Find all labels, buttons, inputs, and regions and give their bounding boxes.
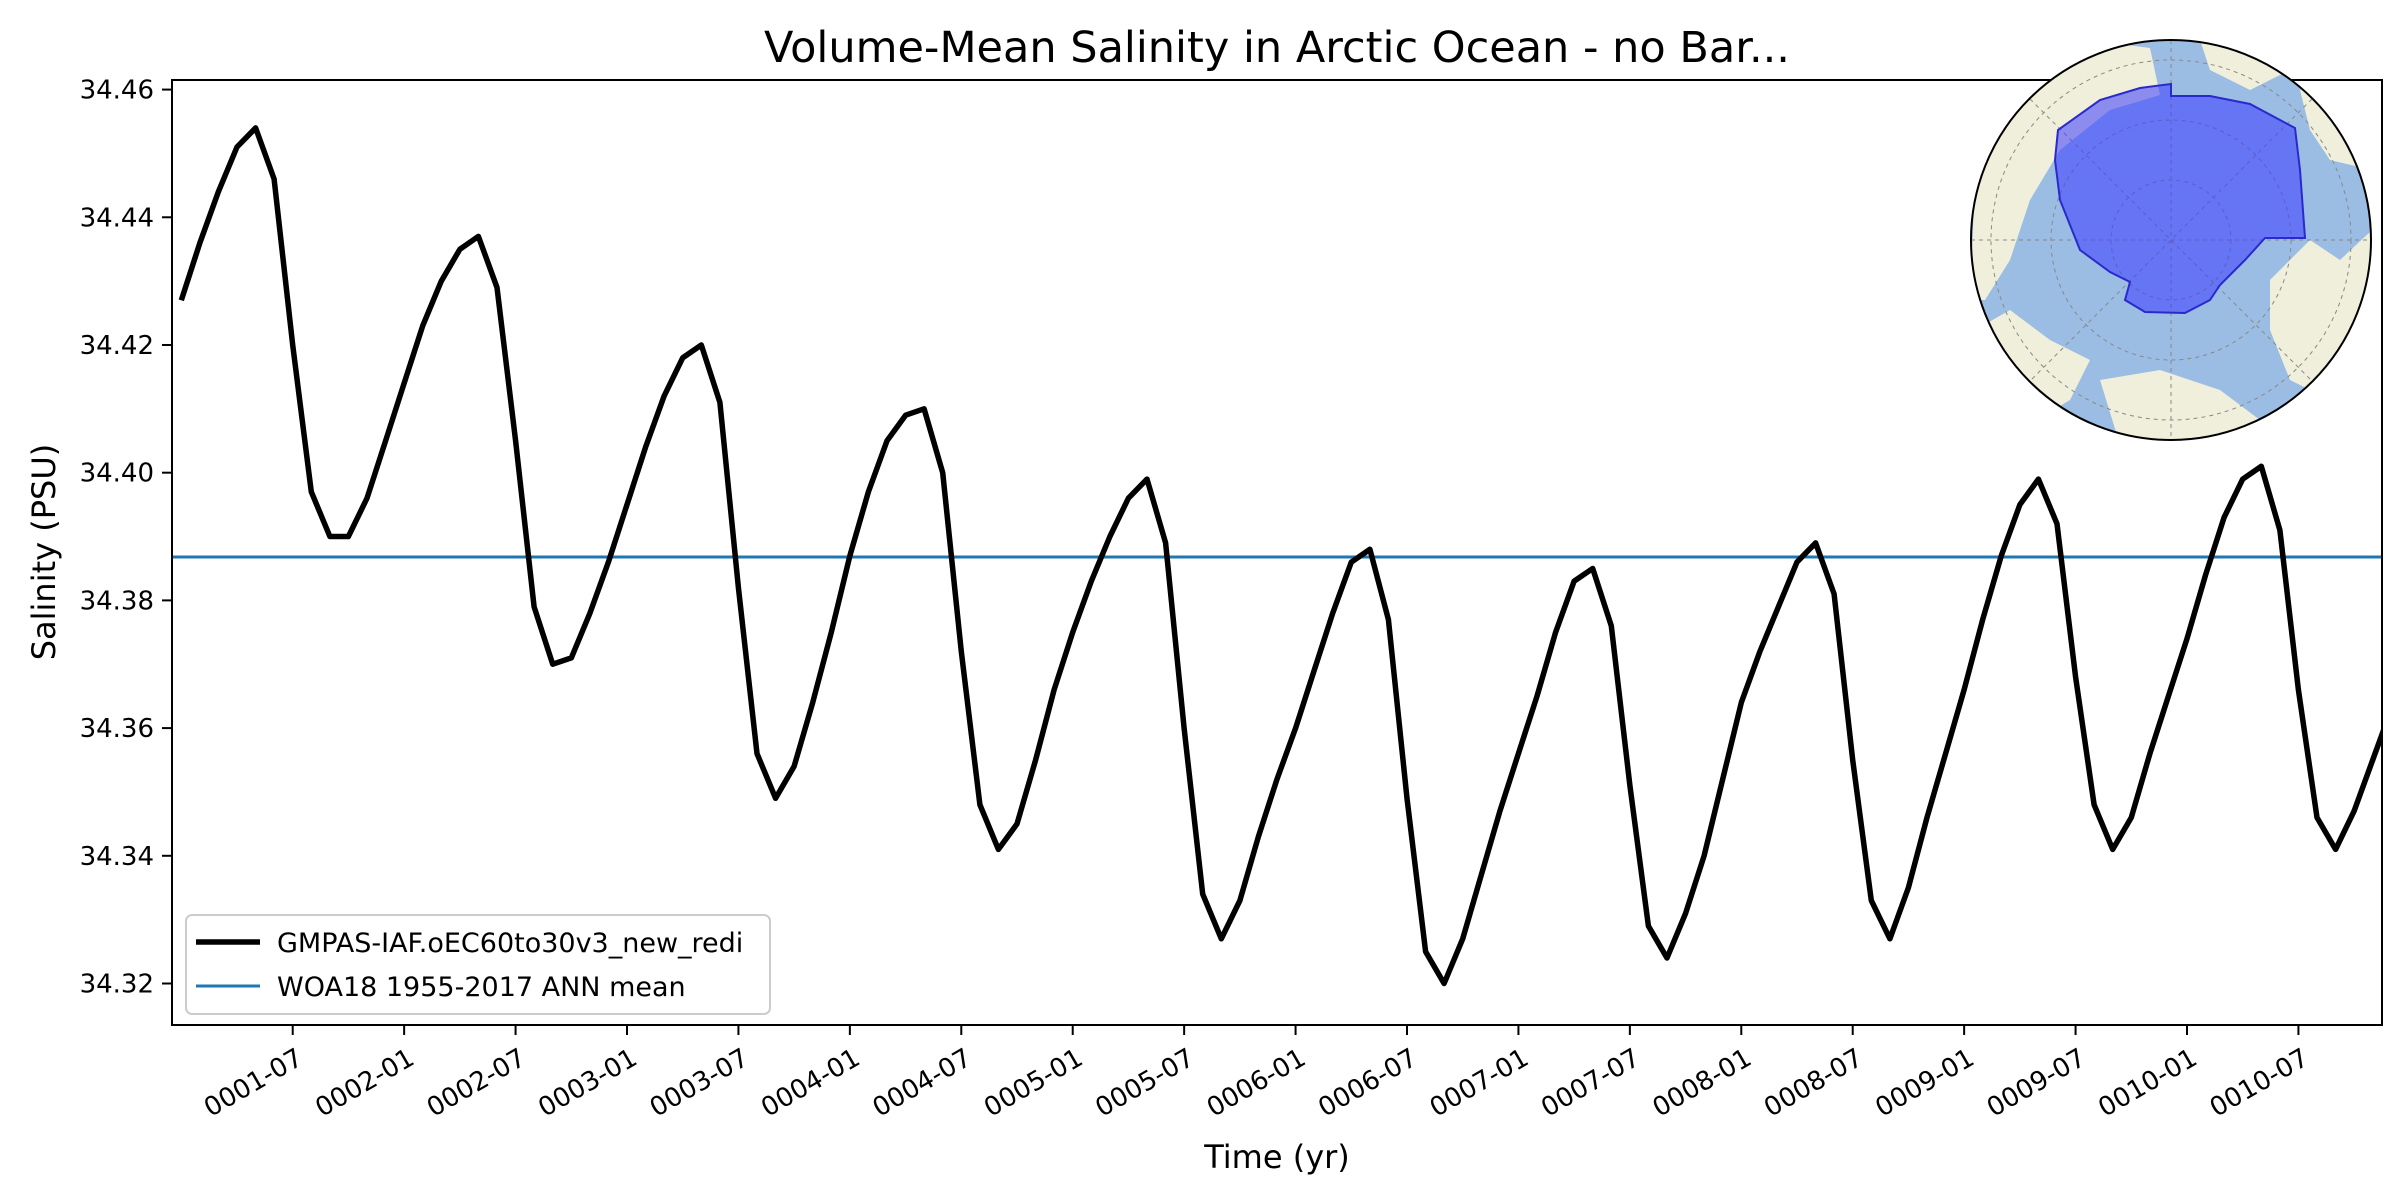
plot-frame [171, 79, 2383, 1026]
arctic-region-map [1970, 39, 2372, 441]
x-axis-label: Time (yr) [1203, 1138, 1350, 1176]
x-tick-label: 0010-01 [2093, 1043, 2202, 1123]
x-tick-label: 0006-01 [1202, 1043, 1311, 1123]
x-tick-label: 0003-07 [645, 1043, 754, 1123]
y-tick-label: 34.42 [80, 331, 154, 361]
y-tick-label: 34.44 [80, 203, 154, 233]
x-tick-label: 0006-07 [1313, 1043, 1422, 1123]
x-tick-label: 0008-01 [1648, 1043, 1757, 1123]
x-tick-label: 0001-07 [199, 1043, 308, 1123]
y-tick-label: 34.46 [80, 76, 154, 106]
x-tick-label: 0005-01 [979, 1043, 1088, 1123]
x-tick-label: 0010-07 [2205, 1043, 2314, 1123]
y-tick-label: 34.32 [80, 969, 154, 999]
legend-woa-label: WOA18 1955-2017 ANN mean [277, 972, 686, 1003]
x-tick-label: 0005-07 [1091, 1043, 1200, 1123]
x-tick-label: 0002-01 [311, 1043, 420, 1123]
x-tick-label: 0004-07 [868, 1043, 977, 1123]
x-tick-label: 0007-01 [1425, 1043, 1534, 1123]
y-axis-label: Salinity (PSU) [25, 444, 63, 661]
x-tick-label: 0004-01 [756, 1043, 865, 1123]
y-tick-label: 34.36 [80, 714, 154, 744]
x-tick-label: 0008-07 [1759, 1043, 1868, 1123]
y-tick-label: 34.40 [80, 459, 154, 489]
x-tick-label: 0002-07 [422, 1043, 531, 1123]
x-tick-label: 0007-07 [1536, 1043, 1645, 1123]
legend: GMPAS-IAF.oEC60to30v3_new_redi WOA18 195… [185, 914, 771, 1015]
x-tick-label: 0009-01 [1871, 1043, 1980, 1123]
legend-model-label: GMPAS-IAF.oEC60to30v3_new_redi [277, 928, 743, 959]
chart-title: Volume-Mean Salinity in Arctic Ocean - n… [764, 23, 1790, 73]
x-tick-label: 0003-01 [533, 1043, 642, 1123]
y-axis-ticks: 34.32 34.34 34.36 34.38 34.40 34.42 34.44 34.46 [80, 76, 172, 999]
y-tick-label: 34.38 [80, 586, 154, 616]
model-salinity-line [178, 125, 2382, 987]
y-tick-label: 34.34 [80, 842, 154, 872]
x-tick-label: 0009-07 [1982, 1043, 2091, 1123]
x-axis-ticks: 0001-07 0002-01 0002-07 0003-01 0003-07 0004-… [199, 1025, 2314, 1123]
